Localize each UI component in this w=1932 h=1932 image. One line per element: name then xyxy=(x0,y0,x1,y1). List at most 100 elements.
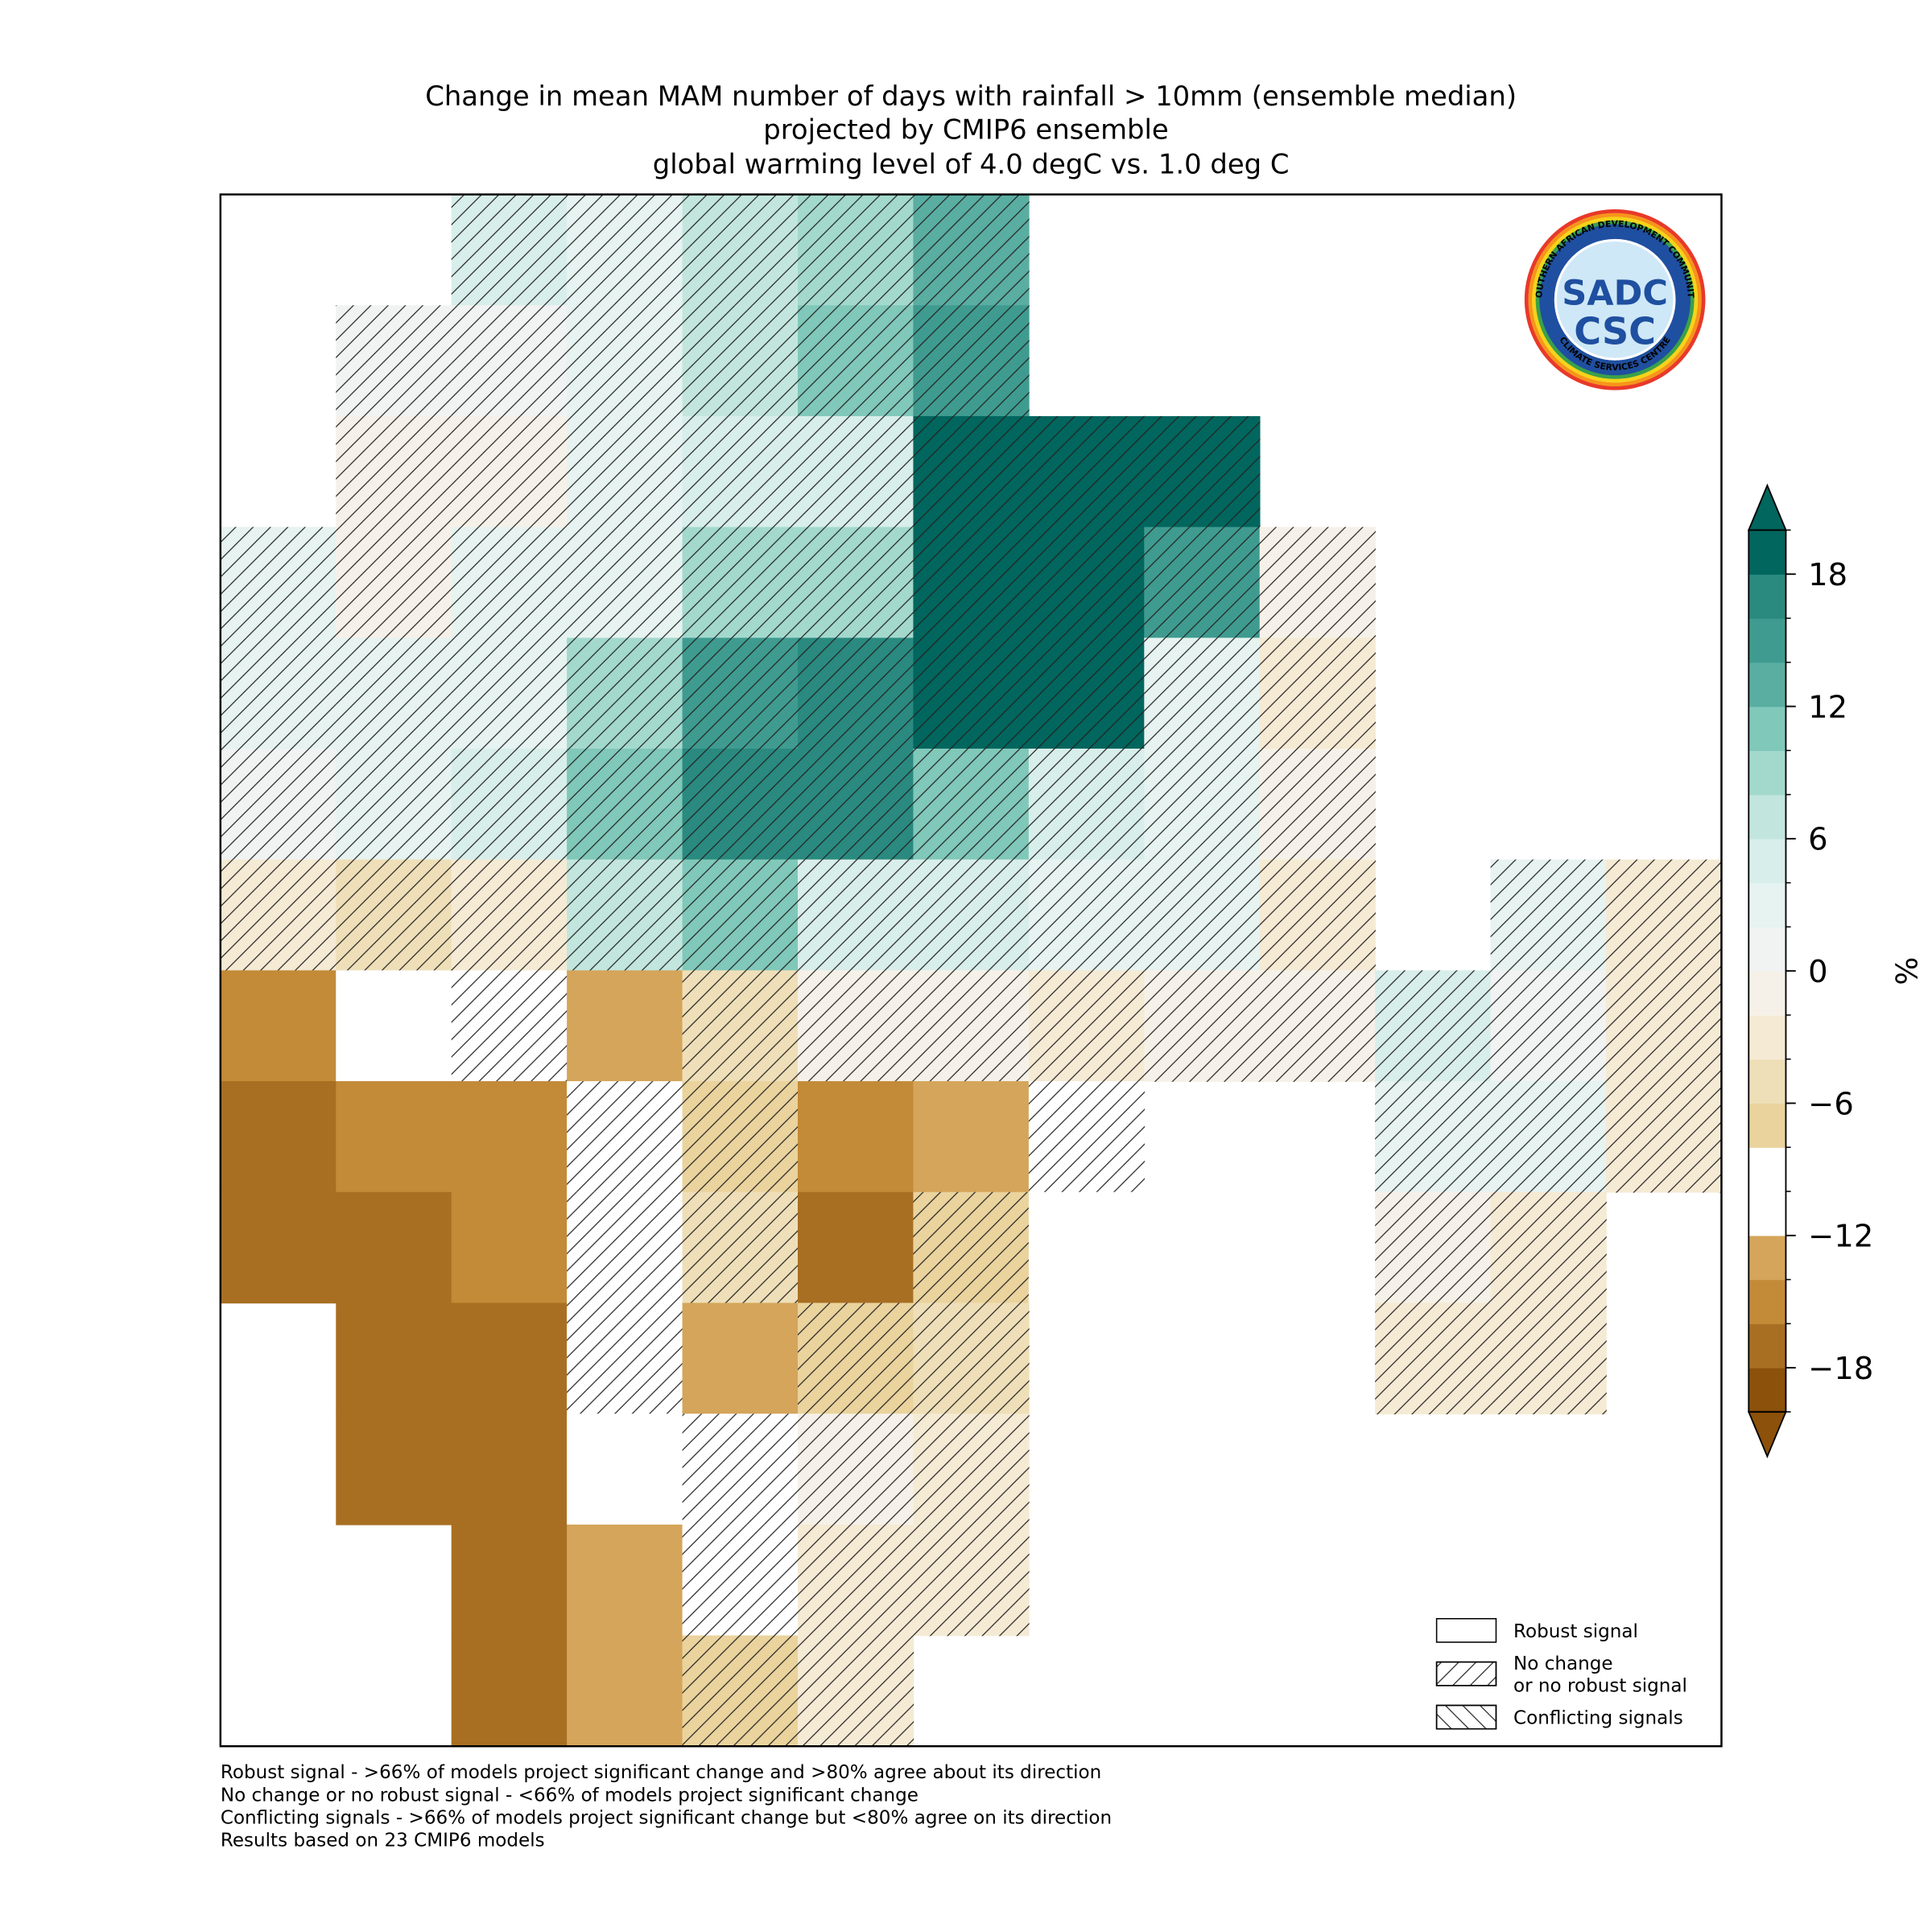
hatch xyxy=(451,749,568,861)
hatch xyxy=(1028,970,1146,1082)
grid-cell xyxy=(451,1635,568,1747)
hatch xyxy=(1606,859,1723,972)
colorbar: −18 −12 −6 0 6 12 18% xyxy=(1747,483,1925,1459)
hatch xyxy=(220,859,337,972)
hatch xyxy=(913,1302,1030,1414)
hatch xyxy=(567,1191,683,1304)
hatch xyxy=(682,638,799,749)
hatch xyxy=(798,1302,914,1414)
hatch xyxy=(1144,859,1261,972)
hatch xyxy=(798,194,914,306)
colorbar-frame xyxy=(1748,529,1787,1413)
hatch xyxy=(567,638,683,749)
map-cells xyxy=(220,194,1723,1747)
colorbar-extend xyxy=(1747,483,1787,531)
grid-cell xyxy=(451,1414,568,1525)
hatch xyxy=(798,526,914,639)
logo-text: SADC xyxy=(1562,273,1668,313)
footnote: Results based on 23 CMIP6 models xyxy=(221,1831,545,1852)
grid-cell xyxy=(798,1081,914,1193)
hatch xyxy=(1606,1081,1723,1193)
grid-cell xyxy=(336,1414,452,1525)
hatch xyxy=(567,194,683,306)
hatch xyxy=(336,415,452,528)
colorbar-bin xyxy=(1748,1235,1786,1281)
hatch xyxy=(682,859,799,972)
legend-label: No change xyxy=(1513,1653,1613,1674)
colorbar-bin xyxy=(1748,795,1786,840)
hatch xyxy=(798,638,914,749)
colorbar-bin xyxy=(1748,1103,1786,1148)
hatch xyxy=(1144,526,1261,639)
hatch xyxy=(913,1414,1030,1525)
colorbar-bin xyxy=(1748,838,1786,884)
legend-label: Conflicting signals xyxy=(1513,1708,1683,1729)
hatch xyxy=(451,305,568,417)
hatch xyxy=(336,749,452,861)
hatch xyxy=(913,1524,1030,1637)
title-line: global warming level of 4.0 degC vs. 1.0… xyxy=(653,148,1290,180)
hatch xyxy=(1375,1191,1492,1304)
hatch xyxy=(1259,638,1376,749)
hatch xyxy=(913,638,1030,749)
hatch xyxy=(567,526,683,639)
legend-label: Robust signal xyxy=(1513,1621,1638,1642)
hatch xyxy=(220,526,337,639)
hatch xyxy=(913,1191,1030,1304)
colorbar-tick-label: 18 xyxy=(1808,557,1847,593)
logo-text: CSC xyxy=(1574,310,1656,353)
colorbar-bin xyxy=(1748,662,1786,708)
hatch xyxy=(451,859,568,972)
hatch xyxy=(1490,859,1607,972)
hatch xyxy=(451,638,568,749)
hatch xyxy=(220,638,337,749)
hatch xyxy=(1259,526,1376,639)
colorbar-bin xyxy=(1748,971,1786,1016)
hatch xyxy=(1606,970,1723,1082)
hatch xyxy=(682,1524,799,1637)
hatch xyxy=(682,1081,799,1193)
hatch xyxy=(1028,1081,1146,1193)
colorbar-tick-label: 0 xyxy=(1808,954,1827,990)
hatch xyxy=(798,415,914,528)
hatch xyxy=(1028,638,1146,749)
grid-cell xyxy=(451,1302,568,1414)
hatch xyxy=(682,1191,799,1304)
footnote: No change or no robust signal - <66% of … xyxy=(221,1785,919,1806)
grid-cell xyxy=(451,1191,568,1304)
hatch xyxy=(336,305,452,417)
grid-cell xyxy=(451,1524,568,1637)
grid-cell xyxy=(567,1635,683,1747)
hatch xyxy=(913,526,1030,639)
hatch xyxy=(798,305,914,417)
grid-cell xyxy=(220,1191,337,1304)
colorbar-bin xyxy=(1748,1014,1786,1060)
hatch xyxy=(567,859,683,972)
hatch xyxy=(1259,749,1376,861)
hatch xyxy=(798,1635,914,1747)
hatch xyxy=(1375,970,1492,1082)
grid-cell xyxy=(567,970,683,1082)
colorbar-bin xyxy=(1748,1368,1786,1413)
hatch xyxy=(682,1635,799,1747)
colorbar-bin xyxy=(1748,927,1786,972)
grid-cell xyxy=(451,1081,568,1193)
hatch xyxy=(567,1081,683,1193)
hatch xyxy=(1490,1302,1607,1414)
hatch xyxy=(451,194,568,306)
colorbar-bin xyxy=(1748,1323,1786,1368)
hatch xyxy=(567,1302,683,1414)
hatch xyxy=(798,1414,914,1525)
grid-cell xyxy=(913,1081,1030,1193)
grid-cell xyxy=(336,1081,452,1193)
hatch xyxy=(220,749,337,861)
hatch xyxy=(336,526,452,639)
colorbar-tick-label: −12 xyxy=(1808,1219,1873,1255)
hatch xyxy=(682,305,799,417)
colorbar-bin xyxy=(1748,882,1786,927)
hatch xyxy=(913,970,1030,1082)
grid-cell xyxy=(682,1302,799,1414)
hatch xyxy=(1144,638,1261,749)
hatch xyxy=(451,970,568,1082)
